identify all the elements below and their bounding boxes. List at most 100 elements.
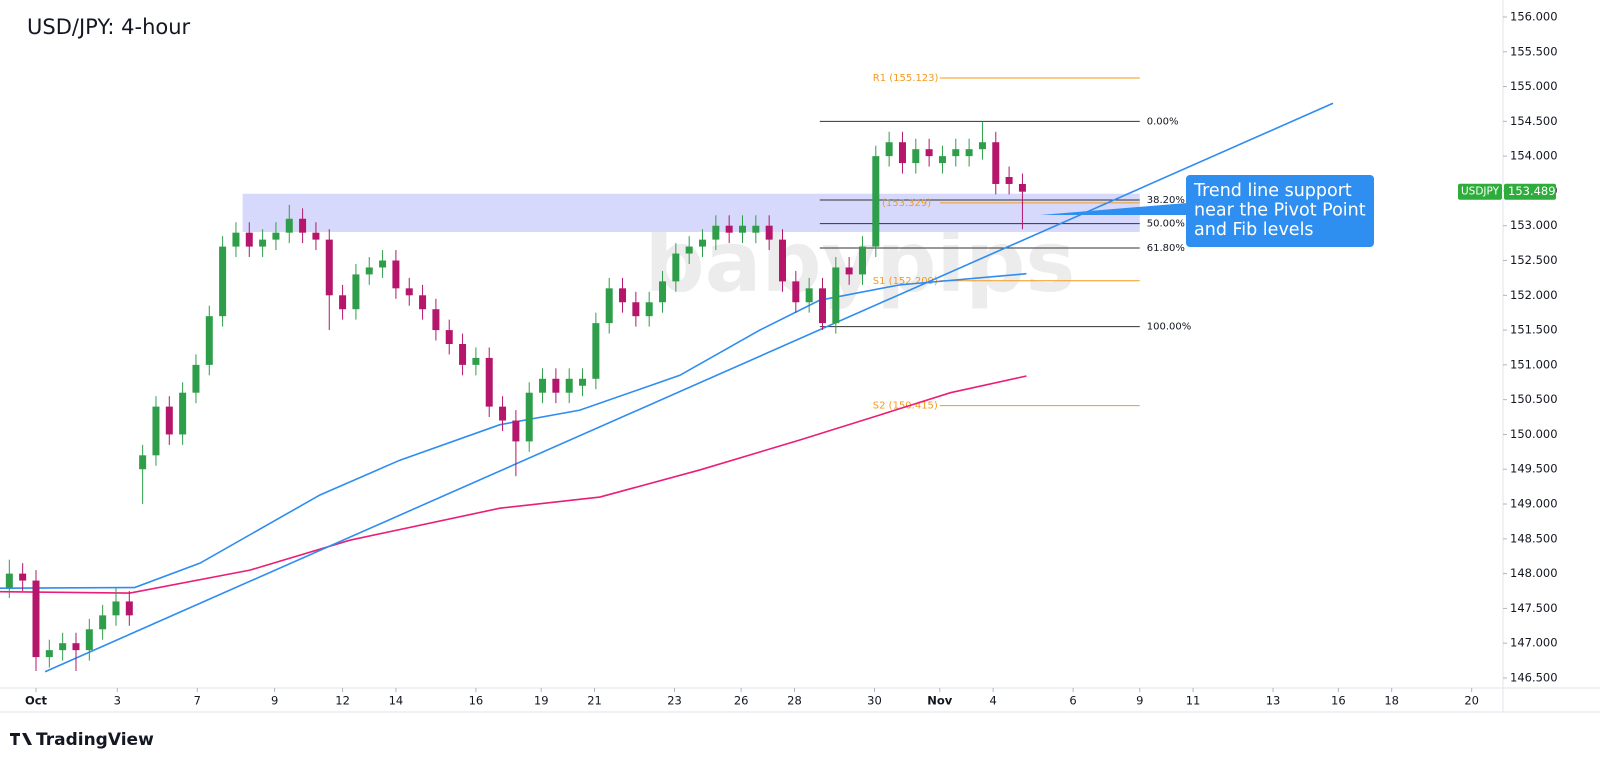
trend-line <box>44 102 1334 673</box>
fib-label: 0.00% <box>1147 116 1179 127</box>
price-tag-text: 153.489 <box>1508 184 1556 198</box>
candle-body <box>778 239 786 282</box>
candle-body <box>192 364 200 393</box>
candle-body <box>179 392 187 435</box>
y-tick-label: 149.000 <box>1510 497 1558 511</box>
candle-body <box>725 225 733 233</box>
pivot-label: P (153.329) <box>873 198 931 209</box>
fib-label: 38.20% <box>1147 195 1185 206</box>
y-tick-label: 152.500 <box>1510 253 1558 267</box>
y-tick-label: 149.500 <box>1510 462 1558 476</box>
candle-body <box>912 149 920 164</box>
pivot-label: S1 (152.209) <box>873 276 938 287</box>
x-tick-label: 16 <box>1331 694 1346 708</box>
candle-body <box>125 601 133 616</box>
x-tick-label: 11 <box>1186 694 1201 708</box>
y-tick-label: 150.500 <box>1510 392 1558 406</box>
logo-icon <box>10 733 32 745</box>
resistance-zone <box>242 193 1140 232</box>
candle-body <box>32 580 40 658</box>
x-tick-label: 7 <box>194 694 201 708</box>
candle-body <box>845 267 853 275</box>
candle-body <box>672 253 680 282</box>
candle-body <box>19 573 27 581</box>
y-tick-label: 155.500 <box>1510 44 1558 58</box>
candle-body <box>832 267 840 324</box>
price-tag <box>1504 183 1556 200</box>
candle-body <box>579 378 587 386</box>
y-tick-label: 147.500 <box>1510 601 1558 615</box>
candle-body <box>72 643 80 651</box>
candle-body <box>565 378 573 393</box>
x-tick-label: 9 <box>1136 694 1143 708</box>
candle-body <box>872 156 880 247</box>
candle-body <box>139 455 147 470</box>
candle-body <box>818 288 826 324</box>
candle-body <box>938 156 946 164</box>
candle-body <box>165 406 173 435</box>
x-tick-label: Nov <box>927 694 953 708</box>
candle-body <box>219 246 227 317</box>
candle-body <box>512 420 520 442</box>
candle-body <box>1005 177 1013 184</box>
x-tick-label: 28 <box>787 694 802 708</box>
candle-body <box>152 406 160 456</box>
candle-body <box>379 260 387 268</box>
y-tick-label: 148.000 <box>1510 566 1558 580</box>
candle-body <box>965 149 973 157</box>
y-tick-label: 154.000 <box>1510 149 1558 163</box>
x-tick-label: 13 <box>1266 694 1281 708</box>
candle-body <box>659 281 667 303</box>
candle-body <box>539 378 547 393</box>
candle-body <box>792 281 800 303</box>
candle-body <box>925 149 933 157</box>
candle-body <box>5 573 13 588</box>
x-tick-label: 30 <box>867 694 882 708</box>
y-tick-label: 148.500 <box>1510 531 1558 545</box>
candle-body <box>205 316 213 365</box>
candle-body <box>85 629 93 651</box>
callout-text: and Fib levels <box>1194 220 1314 240</box>
price-tag-symbol-text: USDJPY <box>1461 186 1500 198</box>
pivot-label: S2 (150.415) <box>873 401 938 412</box>
candle-body <box>952 149 960 157</box>
candle-body <box>285 218 293 233</box>
candle-body <box>992 142 1000 184</box>
x-tick-label: 3 <box>114 694 121 708</box>
candle-body <box>752 225 760 233</box>
candle-body <box>645 302 653 317</box>
moving-average <box>0 375 1027 594</box>
candle-body <box>325 239 333 296</box>
fib-label: 100.00% <box>1147 322 1192 333</box>
candle-body <box>352 274 360 310</box>
fib-label: 50.00% <box>1147 219 1185 230</box>
candle-body <box>45 650 53 658</box>
y-tick-label: 156.000 <box>1510 9 1558 23</box>
x-tick-label: 6 <box>1069 694 1076 708</box>
candle-body <box>898 142 906 164</box>
candle-body <box>472 357 480 365</box>
candle-body <box>739 225 747 233</box>
chart-title: USD/JPY: 4-hour <box>27 15 191 39</box>
candle-body <box>339 295 347 310</box>
y-tick-label: 152.000 <box>1510 288 1558 302</box>
candle-body <box>365 267 373 275</box>
y-tick-label: 147.000 <box>1510 636 1558 650</box>
y-tick-label: 150.000 <box>1510 427 1558 441</box>
brand: TradingView <box>36 730 154 750</box>
candle-body <box>978 142 986 150</box>
candle-body <box>805 288 813 303</box>
y-tick-label: 151.500 <box>1510 323 1558 337</box>
x-tick-label: 4 <box>989 694 996 708</box>
x-tick-label: Oct <box>25 694 48 708</box>
x-tick-label: 23 <box>667 694 682 708</box>
x-tick-label: 20 <box>1464 694 1479 708</box>
candle-body <box>312 232 320 240</box>
candle-body <box>552 378 560 393</box>
price-tag-symbol <box>1458 183 1502 200</box>
candle-body <box>1018 183 1026 192</box>
candle-body <box>885 142 893 157</box>
